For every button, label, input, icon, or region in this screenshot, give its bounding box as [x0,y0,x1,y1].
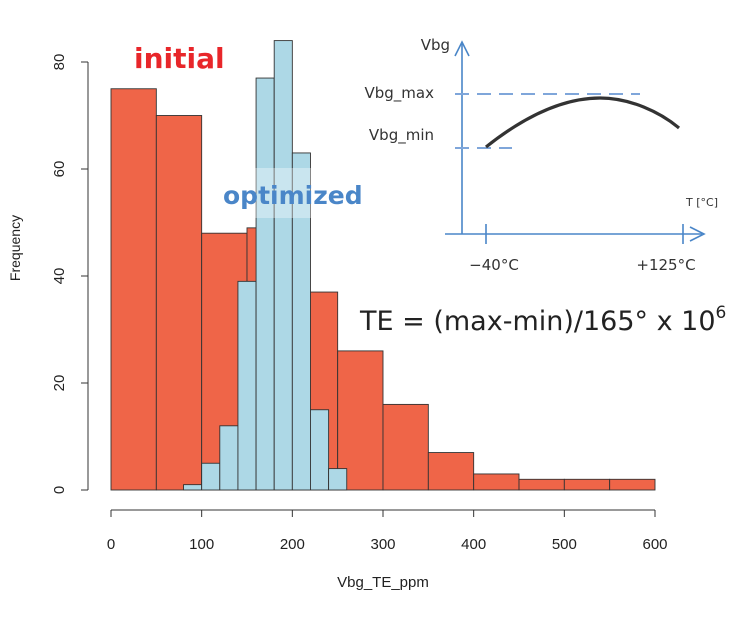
x-tick-label-100: 100 [189,536,214,553]
initial-bar-10 [563,478,611,491]
inset-max-label: Vbg_max [365,84,435,103]
y-tick-label-80: 80 [51,54,68,71]
y-tick-label-60: 60 [51,161,68,178]
inset-min-label: Vbg_min [369,126,434,145]
initial-bar-11 [609,478,656,491]
x-tick-label-300: 300 [370,536,395,553]
x-axis: 0 100 200 300 400 500 600 [107,509,668,553]
optimized-bar-5 [273,40,293,491]
optimized-label-background [222,168,362,218]
inset-tick-low-label: −40°C [469,256,519,274]
inset-y-label: Vbg [421,36,450,54]
te-formula-main: TE = (max-min)/165° x 10 [359,306,716,337]
x-tick-label-0: 0 [107,536,115,553]
inset-y-arrowhead [454,40,470,57]
y-axis: 0 20 40 60 80 [51,54,89,494]
te-formula-exponent: 6 [716,303,727,323]
optimized-bar-6 [291,152,311,491]
initial-bar-5 [337,350,384,491]
x-tick-label-600: 600 [642,536,667,553]
x-axis-label: Vbg_TE_ppm [337,574,429,591]
optimized-bar-1 [201,462,221,491]
initial-annotation: initial [134,42,225,75]
te-formula: TE = (max-min)/165° x 106 [359,303,726,337]
x-tick-label-200: 200 [280,536,305,553]
initial-bar-0 [110,88,157,491]
optimized-bar-2 [219,425,239,491]
optimized-bar-7 [310,409,330,491]
initial-series-bars [110,88,656,491]
initial-bar-9 [518,478,565,491]
optimized-bar-8 [328,468,348,491]
inset-tick-high-label: +125°C [636,256,695,274]
inset-x-label: T [°C] [685,196,718,209]
inset-x-arrowhead [689,226,706,242]
y-tick-label-20: 20 [51,375,68,392]
initial-bar-7 [427,452,475,491]
optimized-bar-0 [183,484,203,491]
optimized-bar-4 [255,77,275,491]
initial-bar-8 [473,473,520,491]
initial-bar-1 [155,115,203,491]
optimized-bar-3 [237,280,257,491]
inset-vbg-curve [485,96,681,149]
y-tick-label-40: 40 [51,268,68,285]
x-tick-label-400: 400 [461,536,486,553]
y-axis-label: Frequency [7,215,23,281]
x-tick-label-500: 500 [552,536,577,553]
inset-diagram: Vbg Vbg_max Vbg_min T [°C] −40°C +125°C [365,36,719,274]
optimized-series-bars [183,40,348,491]
optimized-annotation: optimized [223,181,363,210]
initial-bar-6 [382,403,429,491]
y-tick-label-0: 0 [51,486,68,494]
